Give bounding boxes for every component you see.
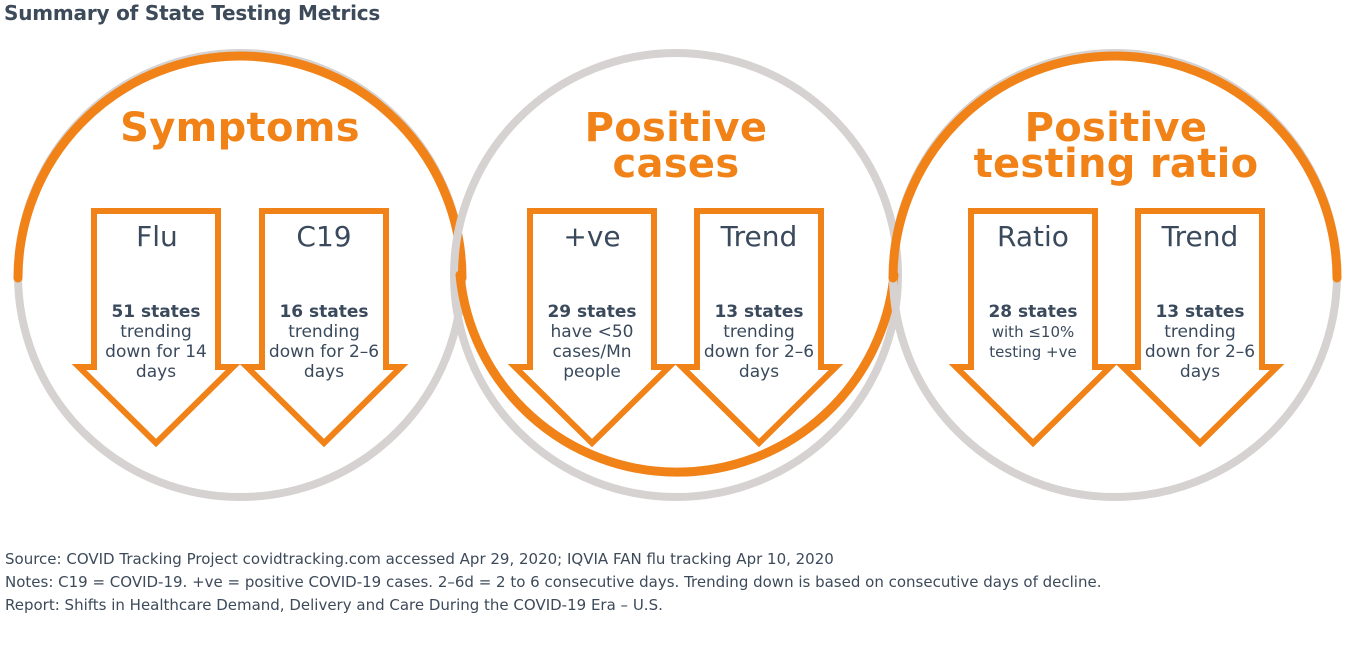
footer-source: Source: COVID Tracking Project covidtrac…: [5, 550, 834, 568]
arrow-trend-ratio: [1115, 208, 1285, 448]
arrow-label-c19: C19: [296, 220, 352, 253]
arrow-c19: [239, 208, 409, 448]
heading-positive-testing-ratio: Positive testing ratio: [973, 105, 1259, 187]
arrow-label-ratio: Ratio: [997, 220, 1069, 253]
arrow-text-flu: 51 states trending down for 14 days: [105, 302, 207, 382]
page-title: Summary of State Testing Metrics: [4, 1, 381, 25]
metrics-diagram: [13, 49, 1342, 501]
arrow-label-flu: Flu: [136, 220, 178, 253]
arrow-label-trend-cases: Trend: [720, 220, 798, 253]
footer-report: Report: Shifts in Healthcare Demand, Del…: [5, 596, 663, 614]
arrow-text-trend-cases: 13 states trending down for 2–6 days: [703, 302, 815, 382]
arrow-ve: [507, 208, 677, 448]
arrow-text-trend-ratio: 13 states trending down for 2–6 days: [1144, 302, 1256, 382]
circle-positive-cases-arc: [455, 270, 899, 477]
circle-positive-ratio-arc: [888, 51, 1342, 283]
arrow-label-trend-ratio: Trend: [1161, 220, 1239, 253]
arrow-ratio: [948, 208, 1118, 448]
arrow-text-ratio: 28 states with ≤10% testing +ve: [988, 302, 1078, 361]
footer-notes: Notes: C19 = COVID-19. +ve = positive CO…: [5, 573, 1102, 591]
circle-symptoms-arc: [13, 51, 467, 283]
arrow-text-c19: 16 states trending down for 2–6 days: [268, 302, 380, 382]
heading-positive-cases: Positive cases: [584, 105, 768, 187]
heading-symptoms: Symptoms: [120, 105, 360, 151]
arrow-trend-cases: [674, 208, 844, 448]
arrow-flu: [71, 208, 241, 448]
arrow-text-ve: 29 states have <50 cases/Mn people: [547, 302, 637, 382]
arrow-label-ve: +ve: [563, 220, 621, 253]
footer: Source: COVID Tracking Project covidtrac…: [5, 548, 1101, 617]
